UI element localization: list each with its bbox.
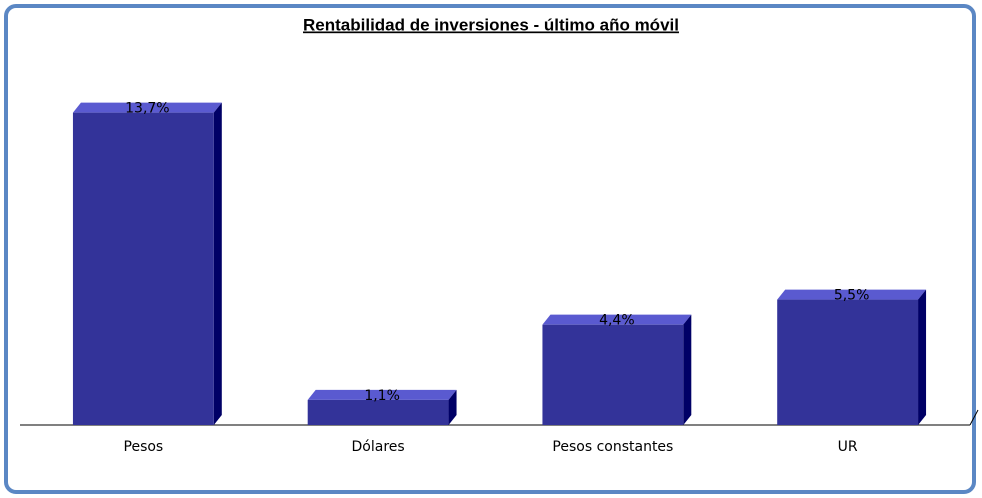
bar-top <box>72 102 222 113</box>
bar <box>777 299 919 425</box>
bar-side <box>918 289 927 425</box>
bar-top <box>542 314 692 325</box>
chart-title: Rentabilidad de inversiones - último año… <box>303 15 679 34</box>
x-tick-label: Dólares <box>352 439 405 455</box>
bar <box>307 399 449 425</box>
x-tick-label: UR <box>838 439 858 455</box>
data-label: 13,7% <box>125 101 169 117</box>
bar-side <box>448 389 457 425</box>
x-tick-label: Pesos <box>124 439 164 455</box>
floor-edge <box>969 409 979 426</box>
chart-frame <box>4 4 976 494</box>
bar-top <box>307 389 457 400</box>
x-tick-label: Pesos constantes <box>552 439 673 455</box>
data-label: 1,1% <box>364 388 400 404</box>
bar-top <box>777 289 927 300</box>
bar-side <box>683 314 692 425</box>
data-label: 4,4% <box>599 313 635 329</box>
bar <box>72 112 214 425</box>
bar <box>542 324 684 425</box>
bar-side <box>213 102 222 425</box>
data-label: 5,5% <box>834 288 870 304</box>
